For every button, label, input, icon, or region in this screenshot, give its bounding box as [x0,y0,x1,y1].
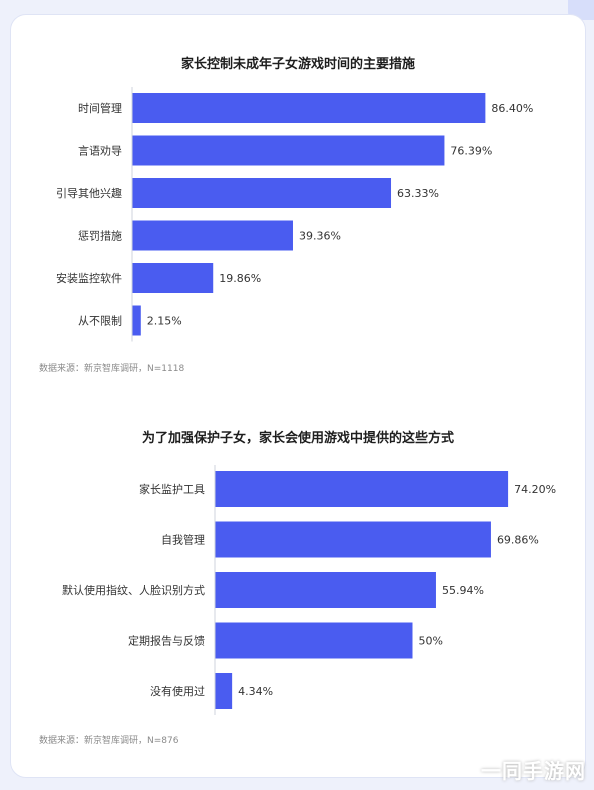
value-label: 76.39% [450,145,492,158]
value-label: 63.33% [397,187,439,200]
category-label: 惩罚措施 [78,229,122,243]
bar [132,305,141,336]
value-label: 4.34% [238,685,273,698]
watermark-logo: 一同手游网 [481,759,586,783]
bar [215,471,509,507]
category-label: 家长监护工具 [139,482,205,496]
category-label: 自我管理 [161,533,205,547]
value-label: 39.36% [299,230,341,243]
report-card: 家长控制未成年子女游戏时间的主要措施 时间管理 86.40% 言语劝导 76.39% 引… [10,14,586,778]
category-label: 安装监控软件 [56,271,122,285]
chart2-bars: 家长监护工具 74.20% 自我管理 69.86% 默认使用指纹、人脸识别方式 55.94… [62,465,556,715]
chart1-title: 家长控制未成年子女游戏时间的主要措施 [180,57,415,72]
value-label: 86.40% [491,102,533,115]
value-label: 55.94% [442,584,484,597]
bar [215,622,413,659]
value-label: 19.86% [219,272,261,285]
chart2-title: 为了加强保护子女，家长会使用游戏中提供的这些方式 [141,431,454,446]
chart1-bars: 时间管理 86.40% 言语劝导 76.39% 引导其他兴趣 63.33% 惩罚措施 39.3… [56,87,533,342]
category-label: 引导其他兴趣 [56,186,122,200]
category-label: 定期报告与反馈 [128,634,205,648]
value-label: 74.20% [514,483,556,496]
category-label: 言语劝导 [78,144,122,158]
bar [132,220,293,251]
bar [132,263,214,293]
category-label: 默认使用指纹、人脸识别方式 [62,583,205,597]
value-label: 2.15% [147,315,182,328]
category-label: 时间管理 [78,101,122,115]
bar [132,178,392,208]
value-label: 50% [419,635,443,648]
category-label: 没有使用过 [150,684,205,698]
bar [215,521,491,558]
bar [215,572,436,608]
bar [215,673,233,709]
bar [132,93,486,123]
category-label: 从不限制 [78,315,122,328]
chart1-source: 数据来源：新京智库调研，N=1118 [39,364,185,374]
chart2-source: 数据来源：新京智库调研，N=876 [39,736,179,746]
value-label: 69.86% [497,534,539,547]
bar [132,135,445,166]
